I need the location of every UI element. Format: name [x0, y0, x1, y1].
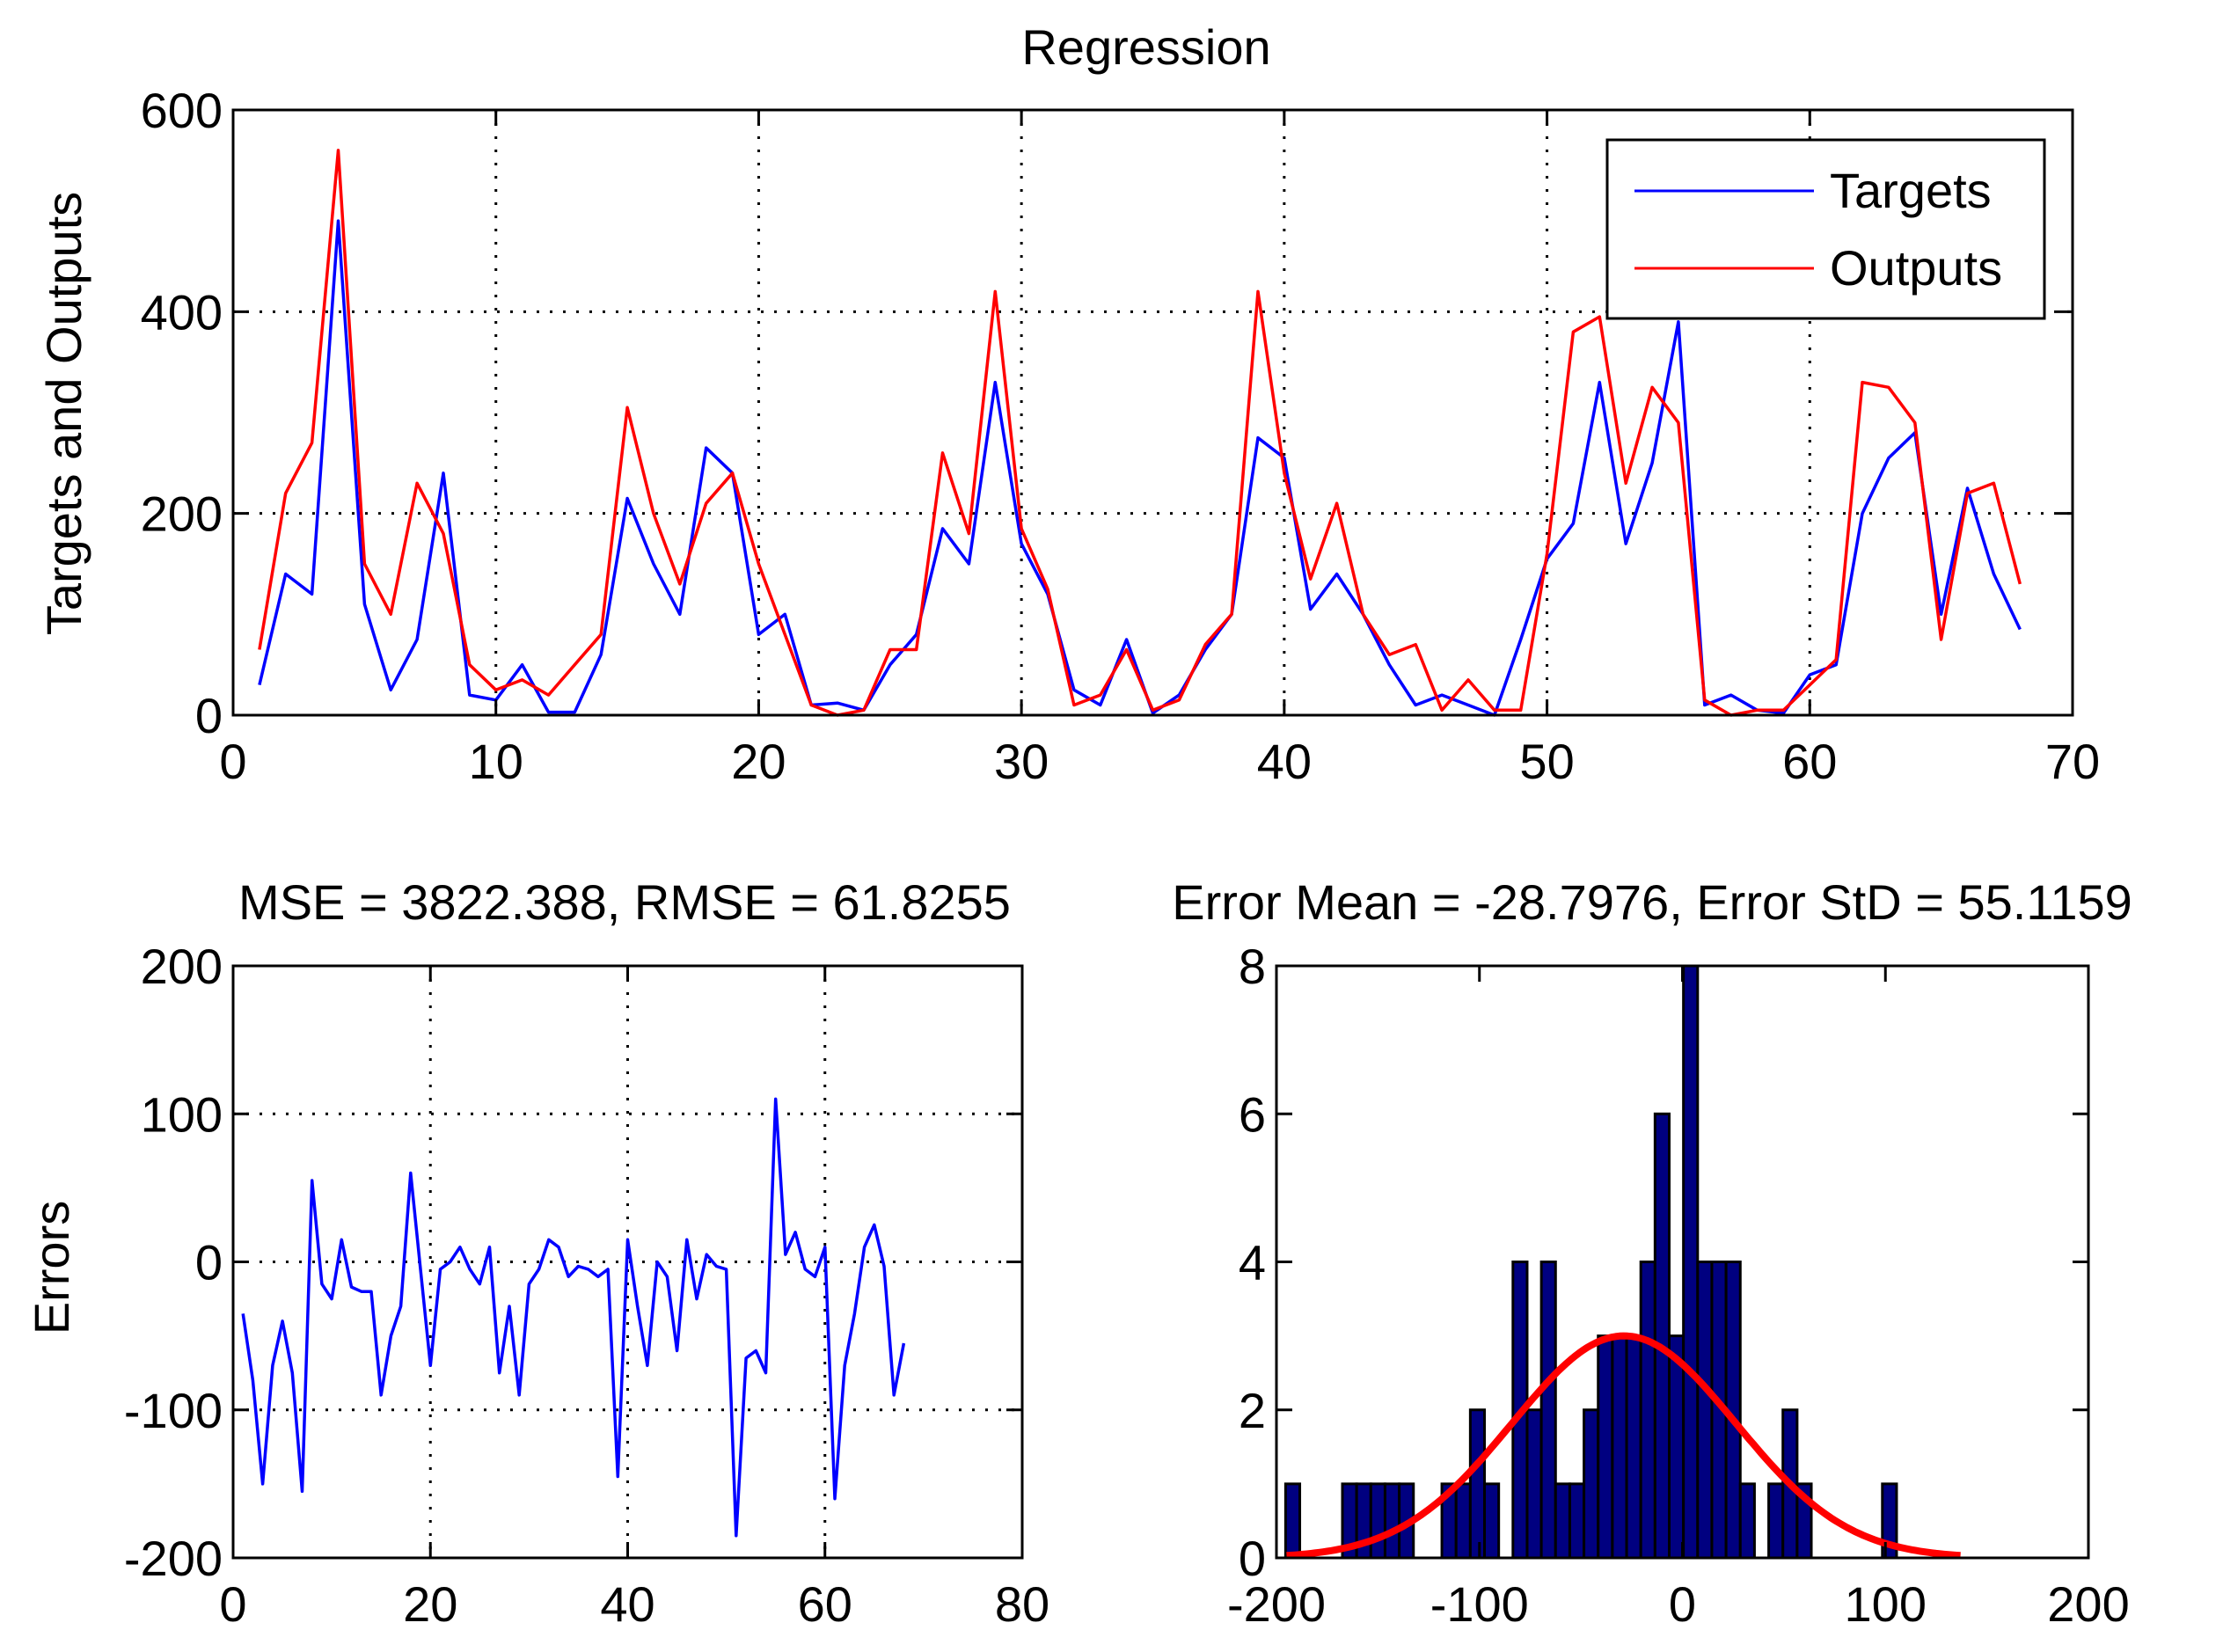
- errors-xtick-label: 20: [403, 1576, 457, 1632]
- histogram-bar: [1554, 1482, 1571, 1560]
- errors-ylabel: Errors: [24, 1201, 79, 1334]
- legend-targets-label: Targets: [1830, 163, 1992, 218]
- histogram-xtick-label: 0: [1669, 1576, 1696, 1632]
- histogram-ytick-label: 6: [1239, 1086, 1266, 1142]
- errors-ytick-label: 200: [141, 939, 223, 994]
- histogram-chart: Error Mean = -28.7976, Error StD = 55.11…: [1172, 874, 2132, 1632]
- errors-ytick-label: -100: [124, 1383, 223, 1438]
- histogram-ticks: -200 -100 0 100 200 0 2 4 6 8: [1227, 939, 2130, 1632]
- errors-ytick-label: -200: [124, 1531, 223, 1586]
- histogram-bars: [1283, 964, 1898, 1560]
- histogram-bar: [1767, 1482, 1785, 1560]
- histogram-ytick-label: 4: [1239, 1235, 1266, 1290]
- normal-fit-curve: [1286, 1332, 1961, 1560]
- regression-ytick-label: 0: [195, 688, 223, 743]
- regression-ytick-label: 400: [141, 284, 223, 340]
- regression-xtick-label: 20: [731, 734, 786, 789]
- histogram-bar: [1525, 1408, 1543, 1560]
- histogram-bar: [1668, 1334, 1686, 1560]
- histogram-bar: [1454, 1482, 1472, 1560]
- histogram-xtick-label: 200: [2047, 1576, 2129, 1632]
- histogram-bar: [1468, 1408, 1487, 1560]
- histogram-bar: [1383, 1482, 1401, 1560]
- histogram-bar: [1568, 1482, 1586, 1560]
- regression-ticks: 0 10 20 30 40 50 60 70 0 200 400 600: [141, 83, 2101, 789]
- outputs-line: [258, 149, 2022, 717]
- regression-ytick-label: 600: [141, 83, 223, 138]
- histogram-bar: [1283, 1482, 1302, 1560]
- histogram-title: Error Mean = -28.7976, Error StD = 55.11…: [1172, 874, 2132, 930]
- histogram-bar: [1738, 1482, 1756, 1560]
- histogram-bar: [1597, 1334, 1614, 1560]
- regression-xtick-label: 40: [1257, 734, 1312, 789]
- histogram-bar: [1611, 1334, 1628, 1560]
- regression-xtick-label: 70: [2045, 734, 2100, 789]
- histogram-xtick-label: -200: [1227, 1576, 1326, 1632]
- regression-xtick-label: 0: [219, 734, 246, 789]
- histogram-ytick-label: 8: [1239, 939, 1266, 994]
- errors-xtick-label: 80: [995, 1576, 1049, 1632]
- histogram-bar: [1583, 1408, 1600, 1560]
- errors-ticks: 0 20 40 60 80 -200 -100 0 100 200: [124, 939, 1049, 1632]
- errors-ytick-label: 0: [195, 1235, 223, 1290]
- regression-ylabel: Targets and Outputs: [36, 192, 91, 635]
- histogram-bar: [1639, 1261, 1656, 1560]
- regression-legend: Targets Outputs: [1605, 138, 2046, 320]
- legend-box: [1605, 138, 2046, 320]
- errors-ytick-label: 100: [141, 1086, 223, 1142]
- histogram-bar: [1369, 1482, 1386, 1560]
- histogram-bar: [1682, 964, 1700, 1560]
- regression-series: [258, 149, 2022, 717]
- regression-xtick-label: 30: [994, 734, 1049, 789]
- histogram-xtick-label: -100: [1430, 1576, 1529, 1632]
- histogram-xtick-label: 100: [1845, 1576, 1927, 1632]
- regression-chart: Regression Targets and Outputs 0 10 20 30 40…: [36, 19, 2100, 789]
- regression-ytick-label: 200: [141, 486, 223, 542]
- histogram-bar: [1625, 1334, 1642, 1560]
- errors-xtick-label: 60: [798, 1576, 852, 1632]
- errors-series: [241, 1097, 906, 1538]
- regression-xtick-label: 50: [1519, 734, 1574, 789]
- histogram-bar: [1539, 1261, 1557, 1560]
- legend-outputs-label: Outputs: [1830, 240, 2002, 296]
- histogram-ytick-label: 2: [1239, 1383, 1266, 1438]
- errors-line: [241, 1097, 906, 1538]
- regression-axes-box: [231, 108, 2074, 717]
- errors-chart: MSE = 3822.388, RMSE = 61.8255 Errors 0 2…: [24, 874, 1049, 1632]
- histogram-ytick-label: 0: [1239, 1531, 1266, 1586]
- histogram-bar: [1483, 1482, 1501, 1560]
- histogram-bar: [1696, 1261, 1714, 1560]
- histogram-fit: [1286, 1332, 1961, 1560]
- errors-xtick-label: 0: [219, 1576, 246, 1632]
- regression-xtick-label: 10: [469, 734, 523, 789]
- regression-xtick-label: 60: [1782, 734, 1837, 789]
- histogram-bar: [1653, 1112, 1671, 1560]
- errors-title: MSE = 3822.388, RMSE = 61.8255: [238, 874, 1011, 930]
- errors-xtick-label: 40: [600, 1576, 654, 1632]
- regression-title: Regression: [1021, 19, 1270, 75]
